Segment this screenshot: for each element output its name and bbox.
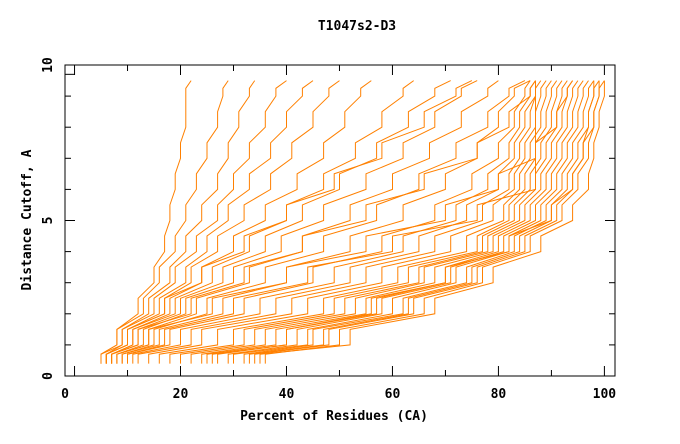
x-tick-label: 60 (385, 387, 401, 402)
curves (100, 80, 605, 364)
curve-16 (127, 80, 531, 364)
curve-32 (116, 80, 574, 364)
x-axis-label: Percent of Residues (CA) (240, 409, 428, 424)
curve-9 (190, 80, 563, 364)
curve-14 (137, 80, 536, 364)
curve-31 (111, 80, 536, 364)
curve-5 (227, 80, 584, 364)
x-tick-label: 80 (491, 387, 507, 402)
y-axis-label: Distance Cutoff, A (20, 149, 35, 290)
axes: 0 20 40 60 80 100 0 5 10 (41, 57, 616, 402)
curve-35 (259, 80, 605, 364)
curve-34 (211, 80, 595, 364)
curve-26 (105, 80, 287, 364)
curve-27 (100, 80, 256, 364)
curve-19 (116, 80, 499, 364)
curve-1 (254, 80, 600, 364)
curve-7 (206, 80, 574, 364)
curve-3 (243, 80, 595, 364)
y-tick-label: 0 (41, 372, 56, 380)
curve-13 (148, 80, 542, 364)
x-tick-label: 20 (173, 387, 189, 402)
x-tick-label: 0 (61, 387, 69, 402)
curve-11 (169, 80, 552, 364)
curve-17 (121, 80, 531, 364)
curve-10 (180, 80, 558, 364)
curve-20 (116, 80, 478, 364)
y-tick-label: 5 (41, 217, 56, 225)
curve-28 (100, 80, 229, 364)
y-tick-label: 10 (41, 57, 56, 73)
curve-15 (132, 80, 536, 364)
x-tick-label: 100 (593, 387, 617, 402)
curve-4 (233, 80, 589, 364)
curve-29 (100, 80, 192, 364)
curve-23 (111, 80, 372, 364)
chart-title: T1047s2-D3 (318, 19, 396, 34)
curve-30 (105, 80, 473, 364)
curve-25 (105, 80, 314, 364)
curve-21 (111, 80, 451, 364)
x-tick-label: 40 (279, 387, 295, 402)
curve-33 (127, 80, 536, 364)
